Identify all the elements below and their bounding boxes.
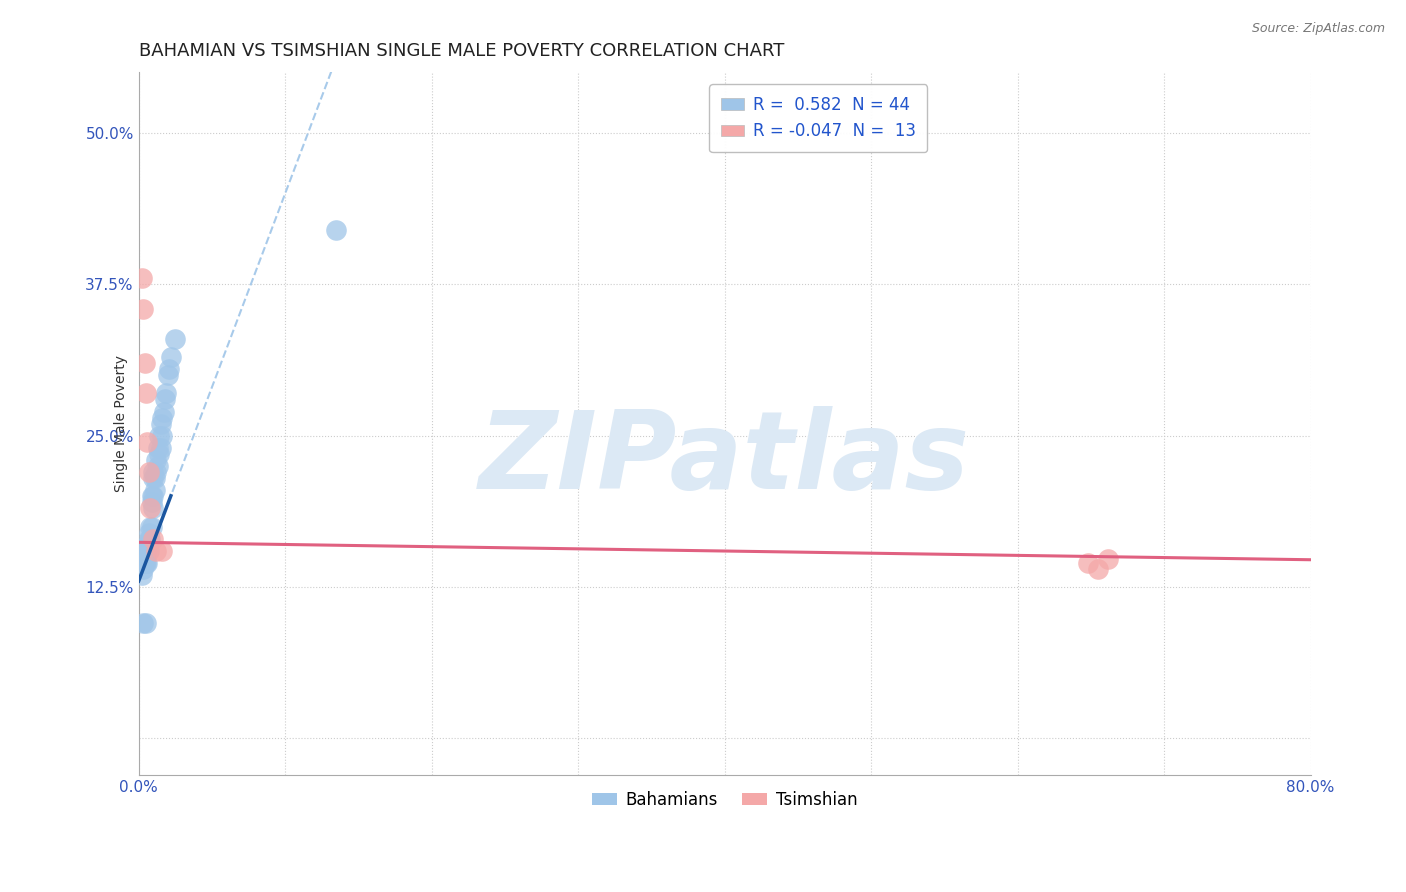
Point xyxy=(141,495,163,509)
Point xyxy=(148,428,170,442)
Point xyxy=(143,483,166,498)
Point xyxy=(138,465,160,479)
Point xyxy=(142,471,165,485)
Point xyxy=(132,556,155,570)
Point xyxy=(138,532,160,546)
Point xyxy=(134,549,156,564)
Point xyxy=(145,543,167,558)
Point xyxy=(139,532,162,546)
Point xyxy=(142,465,165,479)
Point xyxy=(135,543,157,558)
Point xyxy=(150,428,173,442)
Point xyxy=(139,519,162,533)
Point xyxy=(136,556,159,570)
Point xyxy=(150,543,173,558)
Point xyxy=(134,556,156,570)
Text: ZIPatlas: ZIPatlas xyxy=(479,406,970,512)
Point xyxy=(156,368,179,383)
Point xyxy=(135,556,157,570)
Point xyxy=(135,386,157,401)
Point xyxy=(136,538,159,552)
Point xyxy=(145,453,167,467)
Point xyxy=(141,519,163,533)
Point xyxy=(165,332,187,346)
Point xyxy=(139,501,162,516)
Text: Source: ZipAtlas.com: Source: ZipAtlas.com xyxy=(1251,22,1385,36)
Point xyxy=(138,543,160,558)
Point xyxy=(132,301,155,316)
Legend: Bahamians, Tsimshian: Bahamians, Tsimshian xyxy=(585,784,865,815)
Point xyxy=(1077,556,1099,570)
Point xyxy=(143,471,166,485)
Point xyxy=(135,616,157,631)
Point xyxy=(145,465,167,479)
Point xyxy=(142,501,165,516)
Point xyxy=(325,223,347,237)
Point xyxy=(131,568,153,582)
Point xyxy=(146,441,169,455)
Point xyxy=(152,404,174,418)
Point xyxy=(134,356,156,370)
Point xyxy=(142,489,165,503)
Point xyxy=(1087,562,1109,576)
Point xyxy=(146,458,169,473)
Point xyxy=(155,386,177,401)
Point xyxy=(132,562,155,576)
Point xyxy=(153,392,176,407)
Point xyxy=(136,543,159,558)
Point xyxy=(148,447,170,461)
Point xyxy=(141,489,163,503)
Point xyxy=(150,410,173,425)
Point xyxy=(136,434,159,449)
Point xyxy=(159,362,181,376)
Text: BAHAMIAN VS TSIMSHIAN SINGLE MALE POVERTY CORRELATION CHART: BAHAMIAN VS TSIMSHIAN SINGLE MALE POVERT… xyxy=(139,42,785,60)
Point xyxy=(149,417,172,431)
Point xyxy=(160,350,183,364)
Point xyxy=(131,271,153,285)
Point xyxy=(1097,552,1119,566)
Y-axis label: Single Male Poverty: Single Male Poverty xyxy=(114,355,128,492)
Point xyxy=(138,525,160,540)
Point xyxy=(132,616,155,631)
Point xyxy=(149,441,172,455)
Point xyxy=(142,532,165,546)
